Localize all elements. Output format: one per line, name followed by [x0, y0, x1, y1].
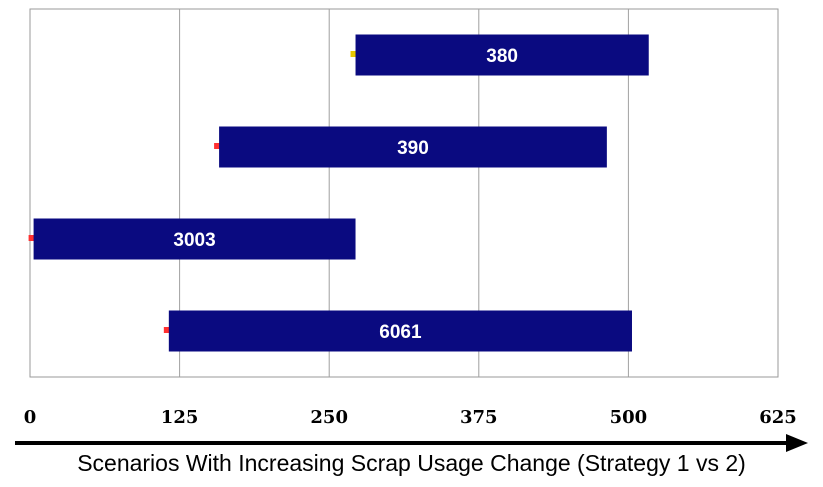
x-tick-label: 375: [460, 407, 498, 428]
bar: [168, 310, 632, 352]
bar-start-marker: [28, 235, 35, 241]
bar-label: 390: [397, 138, 429, 159]
x-axis-title: Scenarios With Increasing Scrap Usage Ch…: [77, 450, 746, 476]
bar-start-marker: [350, 51, 357, 57]
x-tick-label: 125: [161, 407, 199, 428]
bar: [355, 34, 649, 76]
x-tick-labels: 0 125 250 375 500 625: [24, 407, 797, 428]
x-axis-arrow: [15, 434, 808, 452]
x-tick-label: 625: [759, 407, 797, 428]
bar-label: 6061: [379, 322, 422, 343]
bar-start-marker: [214, 143, 221, 149]
bar-label: 380: [486, 46, 518, 67]
bars-group: 380 390 3003 6061: [28, 34, 649, 352]
bar-start-marker: [163, 327, 170, 333]
bar: [219, 126, 607, 168]
x-tick-label: 0: [24, 407, 37, 428]
bar: [33, 218, 356, 260]
x-tick-label: 500: [610, 407, 648, 428]
x-tick-label: 250: [310, 407, 348, 428]
bar-label: 3003: [173, 230, 215, 251]
